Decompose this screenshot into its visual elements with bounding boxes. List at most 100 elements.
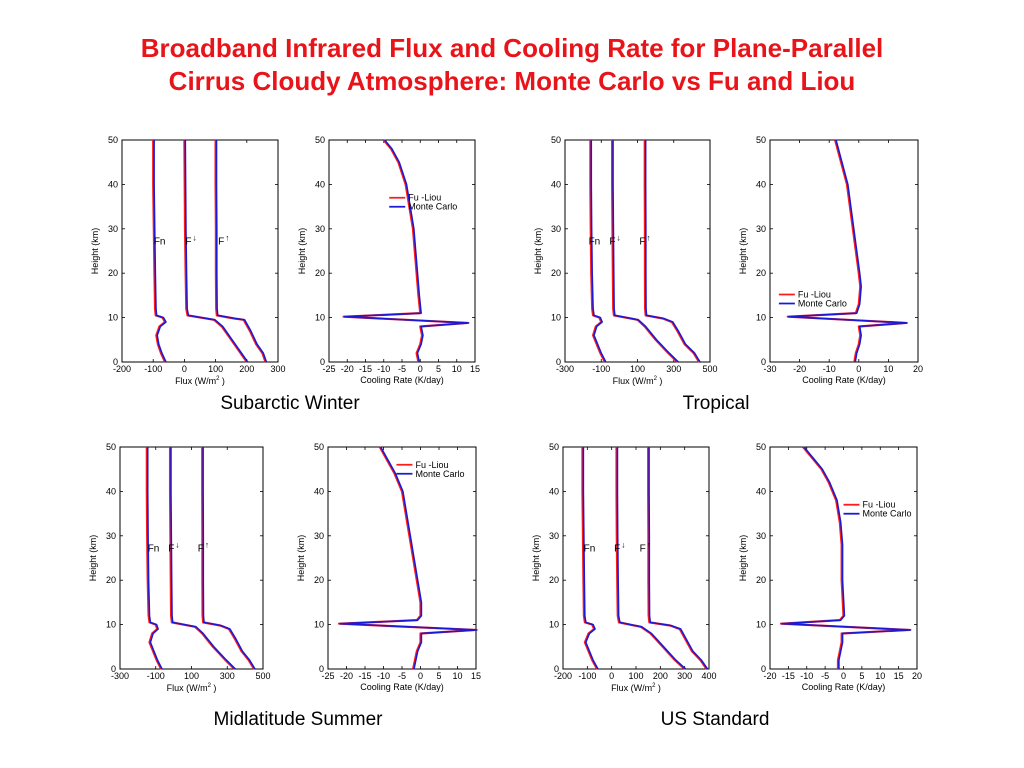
- flux-fdown-monte-carlo-line: [184, 139, 249, 363]
- x-tick-label: -25: [322, 364, 335, 374]
- y-tick-label: 0: [111, 664, 116, 674]
- y-tick-label: 0: [554, 664, 559, 674]
- y-tick-label: 10: [108, 313, 118, 323]
- y-axis-label: Height (km): [88, 535, 98, 582]
- y-tick-label: 50: [549, 442, 559, 452]
- curve-label-fdown: F↓: [185, 233, 196, 247]
- x-axis-label: Cooling Rate (K/day): [802, 682, 886, 692]
- x-tick-label: 10: [452, 671, 462, 681]
- x-axis-label-superscript: 2: [208, 683, 212, 689]
- x-axis-label-superscript: 2: [216, 376, 220, 382]
- y-tick-label: 50: [756, 442, 766, 452]
- x-tick-label: -15: [358, 671, 371, 681]
- cooling-chart-tropical: -30 -20 -10 0 10 20 0 10 20 30 40 50 Height (km) Cool…: [738, 135, 923, 385]
- x-tick-label: 300: [677, 671, 692, 681]
- x-tick-label: -10: [823, 364, 836, 374]
- x-tick-label: -100: [592, 364, 610, 374]
- x-tick-label: 300: [666, 364, 681, 374]
- x-tick-label: 15: [470, 364, 480, 374]
- y-tick-label: 10: [756, 313, 766, 323]
- title-line-2: Cirrus Cloudy Atmosphere: Monte Carlo vs…: [168, 66, 856, 96]
- x-tick-label: 500: [702, 364, 717, 374]
- y-tick-label: 30: [106, 531, 116, 541]
- plot-frame: [769, 139, 919, 363]
- x-tick-label: 0: [856, 364, 861, 374]
- flux-plot-area: -200 -100 0 100 200 300 0 10 20 30 40 50 Height (km)…: [90, 135, 286, 386]
- x-axis-label: Cooling Rate (K/day): [802, 375, 886, 385]
- cooling-fu-liou-line: [338, 446, 478, 670]
- y-tick-label: 0: [320, 357, 325, 367]
- cooling-plot-area: -20 -15 -10 -5 0 5 10 15 20 0 10 20 30 40 50 Height (km…: [738, 442, 922, 692]
- x-tick-label: -5: [398, 671, 406, 681]
- flux-fn-monte-carlo-line: [146, 447, 163, 670]
- x-axis-label: Flux (W/m2 ): [175, 376, 225, 386]
- y-tick-label: 40: [106, 486, 116, 496]
- curve-label-arrow: ↓: [175, 540, 179, 549]
- flux-fn-monte-carlo-line: [582, 447, 599, 670]
- flux-chart-us-standard: -200 -100 0 100 200 300 400 0 10 20 30 40 50 Height (…: [531, 442, 717, 693]
- x-tick-label: 10: [883, 364, 893, 374]
- caption-tropical: Tropical: [682, 393, 750, 414]
- x-tick-label: -200: [113, 364, 131, 374]
- y-tick-label: 20: [314, 575, 324, 585]
- x-tick-label: 0: [182, 364, 187, 374]
- x-axis-label: Flux (W/m2 ): [611, 683, 661, 693]
- y-axis-label: Height (km): [738, 228, 748, 275]
- cooling-plot-area: -25 -20 -15 -10 -5 0 5 10 15 0 10 20 30 40 50 Height (k…: [296, 442, 481, 692]
- title-line-1: Broadband Infrared Flux and Cooling Rate…: [140, 33, 884, 63]
- x-tick-label: -100: [578, 671, 596, 681]
- y-tick-label: 30: [108, 224, 118, 234]
- caption-midlatitude-summer: Midlatitude Summer: [213, 709, 383, 730]
- y-tick-label: 20: [108, 268, 118, 278]
- y-tick-label: 0: [556, 357, 561, 367]
- flux-chart-midlatitude-summer: -300 -100 100 300 500 0 10 20 30 40 50 Height (km) F…: [88, 442, 271, 693]
- y-tick-label: 30: [551, 224, 561, 234]
- y-tick-label: 50: [314, 442, 324, 452]
- plot-frame: [119, 446, 264, 670]
- y-tick-label: 50: [106, 442, 116, 452]
- y-tick-label: 30: [314, 531, 324, 541]
- legend-label-fu-liou: Fu -Liou: [408, 193, 441, 203]
- x-tick-label: -10: [800, 671, 813, 681]
- x-tick-label: -25: [321, 671, 334, 681]
- curve-label-arrow: ↓: [617, 233, 621, 242]
- legend-label-fu-liou: Fu -Liou: [863, 500, 896, 510]
- x-tick-label: 10: [875, 671, 885, 681]
- curve-label-arrow: ↑: [205, 540, 209, 549]
- flux-fdown-monte-carlo-line: [616, 447, 687, 670]
- curve-label-fn: Fn: [148, 543, 160, 554]
- plot-frame: [327, 446, 477, 670]
- y-tick-label: 20: [549, 575, 559, 585]
- curve-label-fn: Fn: [589, 236, 601, 247]
- y-tick-label: 40: [756, 179, 766, 189]
- x-tick-label: -300: [556, 364, 574, 374]
- x-tick-label: -5: [821, 671, 829, 681]
- y-tick-label: 30: [756, 224, 766, 234]
- x-axis-label-end: ): [219, 376, 225, 386]
- curve-label-fup: F↑: [218, 233, 229, 247]
- x-axis-label-end: ): [657, 376, 663, 386]
- legend-label-fu-liou: Fu -Liou: [415, 460, 448, 470]
- y-axis-label: Height (km): [296, 535, 306, 582]
- x-tick-label: -15: [782, 671, 795, 681]
- curve-label-arrow: ↑: [225, 233, 229, 242]
- flux-fn-monte-carlo-line: [153, 140, 167, 363]
- legend-label-monte-carlo: Monte Carlo: [408, 202, 457, 212]
- x-tick-label: 100: [184, 671, 199, 681]
- curve-label-fup: F↑: [639, 233, 650, 247]
- x-tick-label: 400: [701, 671, 716, 681]
- x-tick-label: 10: [452, 364, 462, 374]
- y-tick-label: 10: [551, 313, 561, 323]
- legend-label-monte-carlo: Monte Carlo: [863, 509, 912, 519]
- legend-label-monte-carlo: Monte Carlo: [798, 299, 847, 309]
- y-tick-label: 30: [315, 224, 325, 234]
- x-axis-label: Cooling Rate (K/day): [360, 682, 444, 692]
- caption-subarctic-winter: Subarctic Winter: [220, 393, 360, 414]
- cooling-chart-subarctic-winter: -25 -20 -15 -10 -5 0 5 10 15 0 10 20 30 40 50 Height (k…: [297, 135, 480, 385]
- y-tick-label: 10: [315, 313, 325, 323]
- y-tick-label: 20: [756, 268, 766, 278]
- flux-fup-fu-liou-line: [201, 447, 256, 670]
- curve-label-fup: F↑: [640, 540, 651, 554]
